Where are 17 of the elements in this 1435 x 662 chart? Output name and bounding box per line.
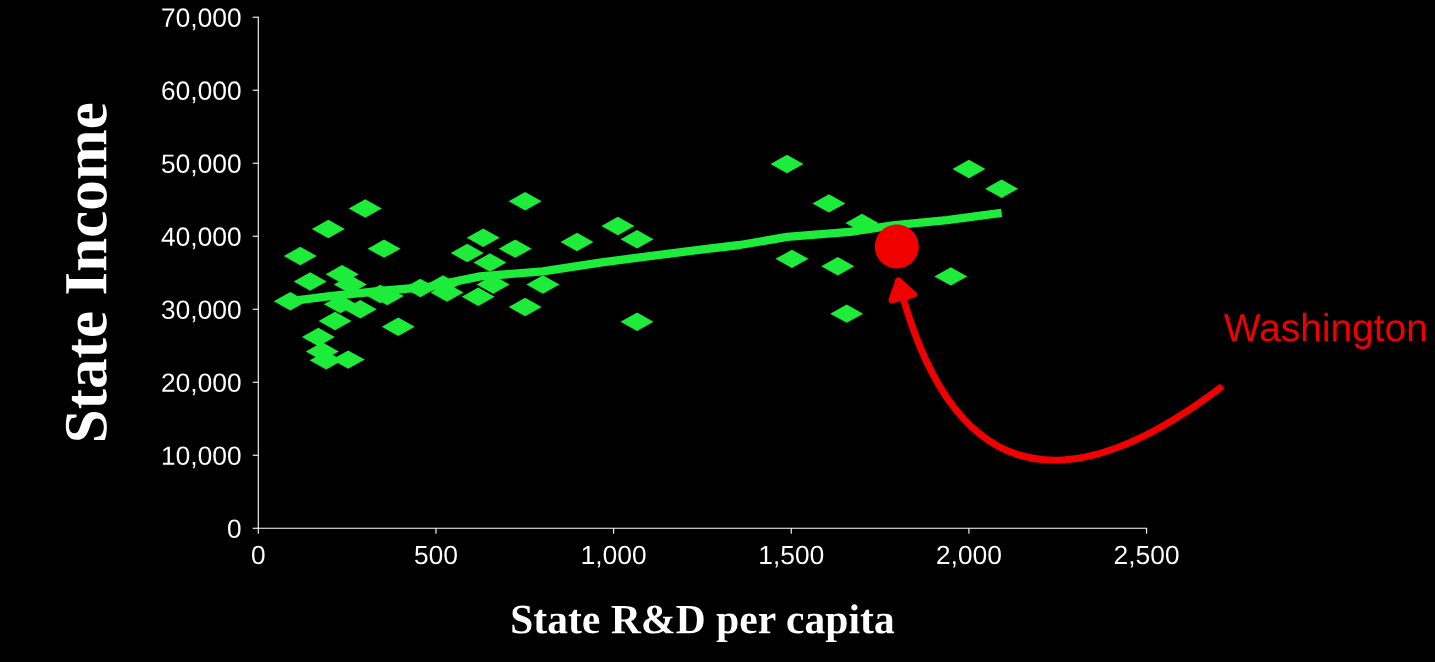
- x-tick-label: 500: [415, 545, 457, 565]
- y-axis-title: State Income: [65, 103, 107, 441]
- x-tick-label: 0: [251, 545, 265, 565]
- text: Washington: [1224, 312, 1426, 350]
- y-tick-label: 10,000: [162, 446, 241, 469]
- y-tick-label: 30,000: [161, 300, 241, 323]
- x-axis-title: State R&D per capita: [512, 604, 895, 643]
- x-tick-label: 1,500: [760, 545, 824, 568]
- y-tick-label: 70,000: [162, 8, 241, 31]
- y-tick-label: 20,000: [162, 373, 241, 396]
- y-tick-label: 0: [227, 519, 241, 539]
- y-tick-label: 60,000: [162, 81, 241, 104]
- y-tick-label: 40,000: [161, 227, 241, 250]
- y-tick-label: 50,000: [161, 154, 241, 177]
- x-tick-label: 2,000: [937, 545, 1001, 568]
- x-tick-label: 1,000: [582, 545, 646, 568]
- x-tick-label: 2,500: [1114, 545, 1179, 568]
